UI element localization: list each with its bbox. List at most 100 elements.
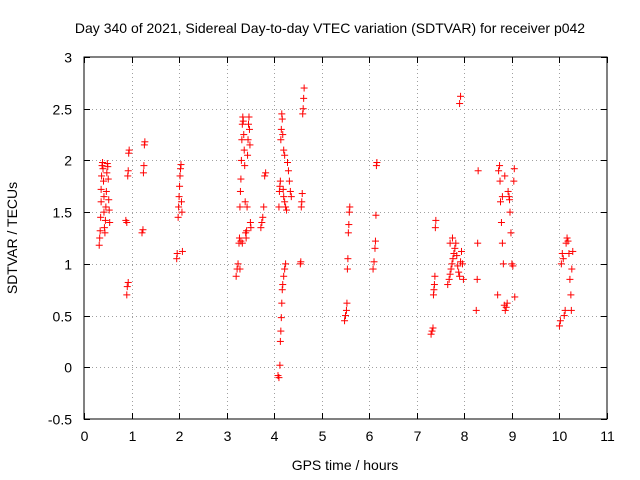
y-tick-label: 0.5 [53,309,73,325]
data-point [245,113,253,121]
x-tick-label: 9 [509,428,517,444]
x-tick-label: 0 [81,428,89,444]
data-point [286,187,294,195]
x-tick-label: 6 [366,428,374,444]
x-tick-label: 8 [461,428,469,444]
data-point [458,247,466,255]
data-point [105,206,113,214]
data-point [240,146,248,154]
data-point [106,218,114,226]
x-tick-label: 4 [271,428,279,444]
data-point [454,262,462,270]
data-point [563,234,571,242]
plot-frame [83,56,608,420]
data-point [496,177,504,185]
data-point [242,234,250,242]
data-point [279,185,287,193]
data-point [448,260,456,268]
data-point [287,193,295,201]
data-point [456,272,464,280]
data-point [499,260,507,268]
data-point [282,260,290,268]
data-point [373,158,381,166]
data-point [568,265,576,273]
data-point [141,138,149,146]
data-point [275,203,283,211]
data-point [298,198,306,206]
data-point [511,293,519,301]
data-point [506,208,514,216]
x-tick-label: 1 [129,428,137,444]
data-point [276,177,284,185]
data-point [138,229,146,237]
data-point [243,227,251,235]
data-point [474,239,482,247]
data-point [139,169,147,177]
data-point [237,156,245,164]
data-point [241,162,249,170]
data-point [173,250,181,258]
data-point [449,255,457,263]
y-axis-label: SDTVAR / TECUs [4,182,20,294]
data-point [238,136,246,144]
data-point [297,258,305,266]
data-point [123,283,131,291]
data-point [370,258,378,266]
data-point [558,250,566,258]
data-point [432,216,440,224]
data-point [282,203,290,211]
y-tick-label: 3 [64,50,72,66]
data-point [175,193,183,201]
data-point [103,169,111,177]
data-point [104,163,112,171]
x-tick-label: 5 [319,428,327,444]
data-point [244,136,252,144]
data-point [371,244,379,252]
data-point [97,185,105,193]
data-point [176,172,184,180]
data-point [446,239,454,247]
y-tick-label: 1.5 [53,205,73,221]
data-point [175,203,183,211]
data-point [501,172,509,180]
data-point [247,224,255,232]
data-point [101,229,109,237]
data-point [459,275,467,283]
data-point [279,281,287,289]
data-point [567,291,575,299]
data-point [284,167,292,175]
data-point [510,177,518,185]
data-point [343,299,351,307]
data-point [429,324,437,332]
data-point [503,299,511,307]
data-point [105,196,113,204]
y-tick-label: 1 [64,257,72,273]
y-tick-label: 2.5 [53,102,73,118]
data-point [277,136,285,144]
data-point [281,198,289,206]
data-point [369,265,377,273]
data-point [96,234,104,242]
data-point [176,182,184,190]
data-point [345,221,353,229]
data-point [494,291,502,299]
data-point [431,224,439,232]
data-point [99,158,107,166]
data-point [240,131,248,139]
data-point [283,206,291,214]
data-point [559,255,567,263]
data-point [372,211,380,219]
data-point [445,275,453,283]
data-point [96,227,104,235]
data-point [300,94,308,102]
data-point [97,198,105,206]
data-point [104,175,112,183]
data-point [444,281,452,289]
x-tick-label: 10 [552,428,568,444]
data-point [243,203,251,211]
data-point [245,125,253,133]
data-point [236,203,244,211]
data-point [97,213,105,221]
data-point [262,169,270,177]
data-point [299,105,307,113]
